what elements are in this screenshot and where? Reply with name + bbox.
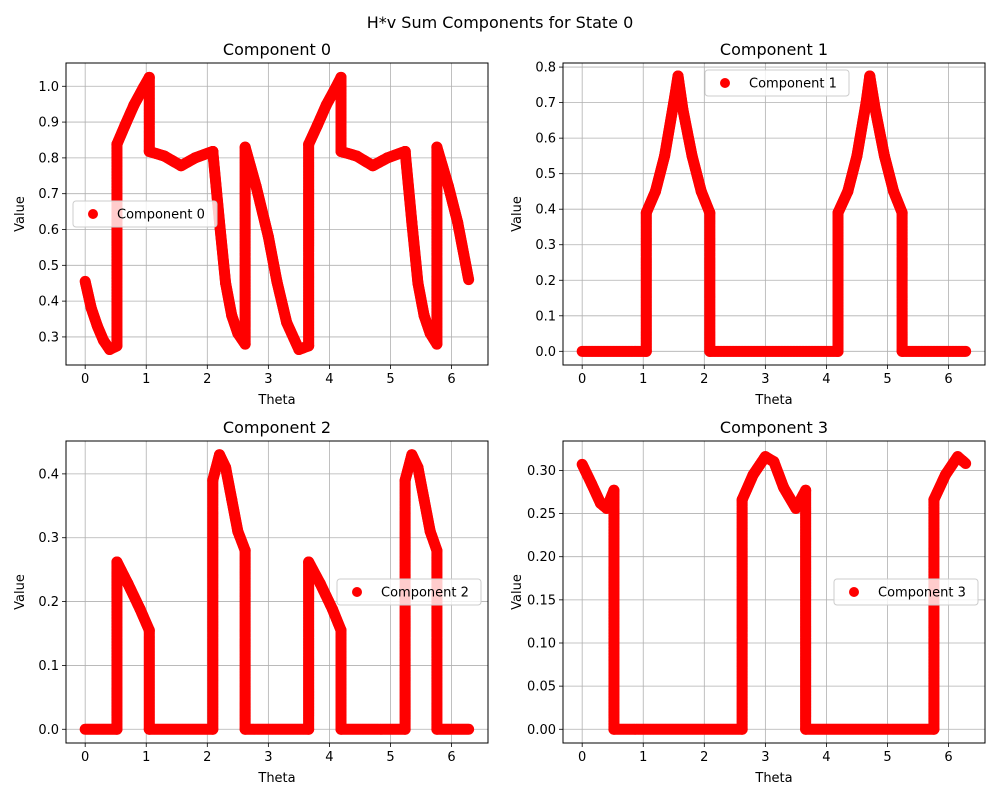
y-axis-label: Value — [510, 196, 525, 232]
subplot-3: 0 1 2 3 4 5 60.000.050.100.150.200.250.30Compo… — [510, 418, 986, 786]
x-tick-label: 3 — [761, 372, 769, 387]
y-axis-label: Value — [13, 196, 28, 232]
data-point — [960, 345, 972, 357]
x-tick-label: 2 — [203, 750, 211, 765]
x-tick-label: 4 — [822, 372, 830, 387]
y-tick-label: 0.5 — [535, 167, 556, 182]
x-axis-label: Theta — [754, 393, 792, 408]
x-tick-label: 1 — [639, 372, 647, 387]
legend: Component 0 — [72, 200, 218, 228]
y-tick-label: 0.1 — [38, 659, 59, 674]
subplot-title: Component 2 — [223, 418, 331, 437]
y-tick-label: 0.3 — [535, 238, 556, 253]
axes-frame — [562, 62, 986, 366]
data-series — [576, 70, 972, 357]
data-series — [79, 449, 475, 735]
y-tick-label: 0.7 — [38, 187, 59, 202]
x-tick-label: 5 — [386, 750, 394, 765]
y-axis-label: Value — [13, 574, 28, 610]
legend-label: Component 2 — [381, 586, 469, 601]
y-tick-label: 0.8 — [535, 61, 556, 76]
legend-marker — [720, 78, 730, 88]
y-tick-label: 0.7 — [535, 96, 556, 111]
x-tick-label: 0 — [578, 750, 586, 765]
axes-frame — [65, 440, 489, 744]
x-axis-label: Theta — [257, 771, 295, 786]
x-tick-label: 3 — [264, 372, 272, 387]
data-point — [960, 458, 972, 470]
y-tick-label: 0.0 — [535, 345, 556, 360]
x-tick-label: 6 — [447, 372, 455, 387]
x-tick-label: 2 — [203, 372, 211, 387]
y-tick-label: 0.6 — [38, 223, 59, 238]
y-tick-label: 0.3 — [38, 531, 59, 546]
y-tick-label: 0.3 — [38, 330, 59, 345]
data-point — [463, 274, 475, 286]
legend-box — [704, 69, 850, 97]
x-tick-label: 4 — [325, 750, 333, 765]
legend-label: Component 0 — [117, 208, 205, 223]
y-tick-label: 0.6 — [535, 132, 556, 147]
legend-marker — [88, 209, 98, 219]
y-tick-label: 0.2 — [535, 274, 556, 289]
x-axis-label: Theta — [257, 393, 295, 408]
y-tick-label: 0.4 — [535, 203, 556, 218]
subplot-title: Component 0 — [223, 40, 331, 59]
legend-label: Component 1 — [749, 77, 837, 92]
data-point — [463, 723, 475, 735]
x-tick-label: 4 — [325, 372, 333, 387]
legend-marker — [352, 587, 362, 597]
x-tick-label: 0 — [81, 750, 89, 765]
y-tick-label: 0.5 — [38, 259, 59, 274]
subplot-0: 0 1 2 3 4 5 6 0.3 0.4 0.5 0.6 0.7 0.8 0.9 1.0 Component… — [13, 40, 489, 408]
x-tick-label: 2 — [700, 750, 708, 765]
legend-box — [72, 200, 218, 228]
x-tick-label: 3 — [264, 750, 272, 765]
legend: Component 2 — [336, 578, 482, 606]
x-tick-label: 5 — [883, 372, 891, 387]
y-tick-label: 1.0 — [38, 80, 59, 95]
x-tick-label: 6 — [944, 372, 952, 387]
y-tick-label: 0.4 — [38, 295, 59, 310]
y-tick-label: 0.9 — [38, 116, 59, 131]
y-tick-label: 0.8 — [38, 151, 59, 166]
y-tick-label: 0.4 — [38, 467, 59, 482]
y-tick-label: 0.1 — [535, 309, 556, 324]
figure-title: H*v Sum Components for State 0 — [366, 13, 634, 32]
x-tick-label: 1 — [639, 750, 647, 765]
x-tick-label: 0 — [81, 372, 89, 387]
y-tick-label: 0.0 — [38, 723, 59, 738]
y-tick-label: 0.2 — [38, 595, 59, 610]
x-tick-label: 1 — [142, 750, 150, 765]
axes-frame — [65, 62, 489, 366]
legend: Component 1 — [704, 69, 850, 97]
subplot-1: 0 1 2 3 4 5 6 0.0 0.1 0.2 0.3 0.4 0.5 0.6 0.7 0.8 Compon… — [510, 40, 986, 408]
x-tick-label: 1 — [142, 372, 150, 387]
x-tick-label: 3 — [761, 750, 769, 765]
x-tick-label: 0 — [578, 372, 586, 387]
x-tick-label: 2 — [700, 372, 708, 387]
subplot-2: 0 1 2 3 4 5 6 0.0 0.1 0.2 0.3 0.4 Component 2 Theta Va… — [13, 418, 489, 786]
x-tick-label: 5 — [386, 372, 394, 387]
legend-box — [336, 578, 482, 606]
subplot-title: Component 1 — [720, 40, 828, 59]
x-tick-label: 6 — [447, 750, 455, 765]
